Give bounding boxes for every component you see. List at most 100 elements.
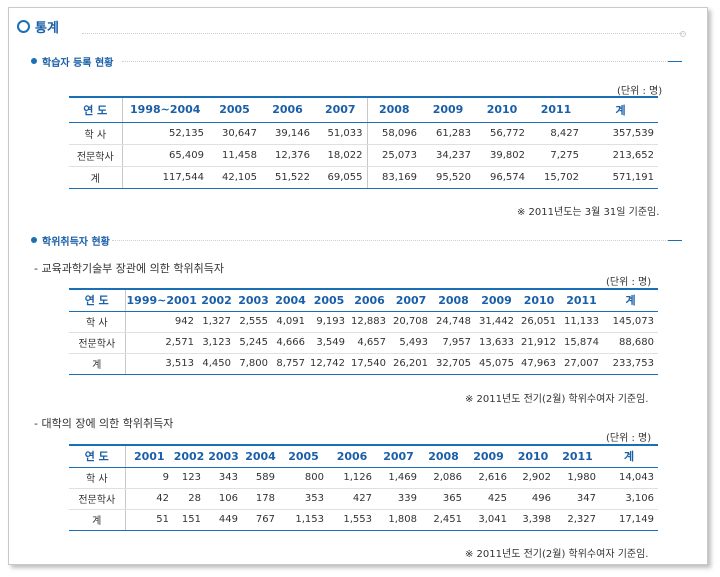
unit-label: (단위 : 명) [606,277,652,288]
table-cell: 1,469 [376,467,421,489]
table-cell: 42,105 [208,166,261,189]
table-cell: 47,963 [518,353,560,375]
table-cell: 145,073 [603,311,658,333]
unit-label: (단위 : 명) [617,86,663,97]
section-divider-end [668,240,682,241]
table-row: 학 사 942 1,327 2,555 4,091 9,193 12,883 20,708 24… [69,311,658,333]
table-cell: 3,549 [309,332,349,354]
table-note: ※ 2011년도는 3월 31일 기준임. [517,207,660,218]
column-header: 2006 [328,444,376,468]
table-cell: 942 [124,311,198,333]
table-cell: 65,409 [121,144,208,167]
circle-bullet-icon [17,19,30,33]
section-divider [112,240,674,241]
table-cell: 800 [279,467,328,489]
column-header: 연 도 [69,288,125,312]
table-cell: 233,753 [603,353,658,375]
table-cell: 339 [376,488,421,510]
table-cell: 2,616 [466,467,511,489]
table-cell: 7,957 [432,332,475,354]
table-cell: 30,647 [208,122,261,145]
table-cell: 4,657 [349,332,390,354]
table-cell: 106 [205,488,242,510]
table-cell: 25,073 [366,144,421,167]
table-cell: 3,513 [124,353,198,375]
table-cell: 571,191 [583,166,658,189]
degree-university-table: 연 도 2001 2002 2003 2004 2005 2006 2007 2008 2009 2… [69,444,658,531]
table-cell: 24,748 [432,311,475,333]
row-header: 전문학사 [69,144,122,167]
column-header: 2006 [349,288,390,312]
table-cell: 31,442 [475,311,518,333]
table-cell: 9 [124,467,173,489]
table-cell: 427 [328,488,376,510]
table-cell: 26,201 [390,353,432,375]
table-cell: 213,652 [583,144,658,167]
table-cell: 589 [242,467,279,489]
table-cell: 12,742 [309,353,349,375]
table-cell: 32,705 [432,353,475,375]
table-cell: 8,757 [272,353,309,375]
page-title: 통계 [17,14,59,38]
column-header: 2008 [366,96,421,123]
table-cell: 8,427 [529,122,583,145]
column-header: 1998~2004 [121,96,208,123]
table-cell: 17,149 [600,509,658,531]
table-cell: 20,708 [390,311,432,333]
row-header: 전문학사 [69,488,125,510]
table-cell: 56,772 [475,122,529,145]
column-header: 2003 [235,288,272,312]
table-row: 전문학사 2,571 3,123 5,245 4,666 3,549 4,657 5,493 7… [69,332,658,354]
table-note: ※ 2011년도 전기(2월) 학위수여자 기준임. [465,549,649,560]
table-cell: 4,450 [198,353,235,375]
table-cell: 1,327 [198,311,235,333]
table-cell: 1,553 [328,509,376,531]
page-title-text: 통계 [35,20,59,36]
table-cell: 449 [205,509,242,531]
table-cell: 2,086 [421,467,466,489]
table-cell: 123 [173,467,205,489]
column-header: 2004 [242,444,279,468]
column-header: 1999~2001 [124,288,198,312]
table-cell: 15,702 [529,166,583,189]
table-cell: 34,237 [421,144,475,167]
table-cell: 117,544 [121,166,208,189]
column-header: 2011 [555,444,600,468]
table-cell: 7,800 [235,353,272,375]
column-header: 계 [600,444,658,468]
column-header: 2011 [529,96,583,123]
row-header: 학 사 [69,311,125,333]
column-header: 2002 [198,288,235,312]
table-cell: 5,493 [390,332,432,354]
row-header: 계 [69,509,125,531]
table-cell: 7,275 [529,144,583,167]
table-cell: 83,169 [366,166,421,189]
column-header: 2009 [466,444,511,468]
column-header: 2003 [205,444,242,468]
table-cell: 58,096 [366,122,421,145]
row-header: 학 사 [69,122,122,145]
column-header: 2007 [376,444,421,468]
table-cell: 96,574 [475,166,529,189]
table-cell: 95,520 [421,166,475,189]
table-cell: 28 [173,488,205,510]
table-cell: 3,106 [600,488,658,510]
table-cell: 27,007 [560,353,603,375]
table-cell: 2,451 [421,509,466,531]
table-cell: 3,041 [466,509,511,531]
table-cell: 11,133 [560,311,603,333]
table-row: 계 51 151 449 767 1,153 1,553 1,808 2,451 3,041 3,3… [69,509,658,531]
table-cell: 353 [279,488,328,510]
table-cell: 42 [124,488,173,510]
table-row: 학 사 9 123 343 589 800 1,126 1,469 2,086 2,616 2,90… [69,467,658,489]
registration-table: 연 도 1998~2004 2005 2006 2007 2008 2009 2010 2011… [69,96,658,189]
row-header: 학 사 [69,467,125,489]
table-cell: 4,091 [272,311,309,333]
table-cell: 26,051 [518,311,560,333]
table-row: 전문학사 42 28 106 178 353 427 339 365 425 496 347 3,106 [69,488,658,510]
row-header: 전문학사 [69,332,125,354]
table-cell: 3,398 [511,509,555,531]
column-header: 연 도 [69,96,122,123]
column-header: 2008 [421,444,466,468]
table-row: 전문학사 65,409 11,458 12,376 18,022 25,073 34,237… [69,144,658,167]
